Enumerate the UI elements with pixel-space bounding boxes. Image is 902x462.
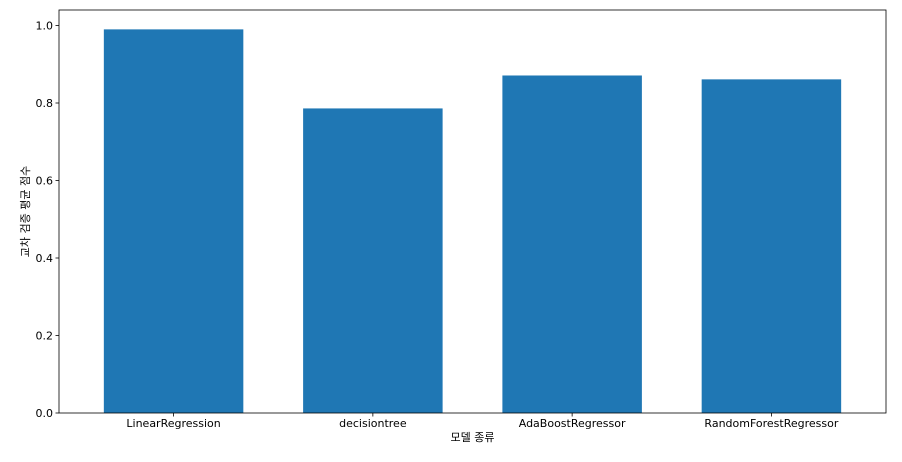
bar-LinearRegression bbox=[103, 29, 244, 413]
bar-decisiontree bbox=[303, 108, 443, 414]
y-tick-label: 0.2 bbox=[36, 330, 54, 343]
y-tick-label: 1.0 bbox=[36, 20, 54, 33]
y-tick-label: 0.4 bbox=[36, 252, 54, 265]
bar-RandomForestRegressor bbox=[701, 79, 842, 414]
y-tick-label: 0.8 bbox=[36, 97, 54, 110]
y-axis-label: 교차 검증 평균 점수 bbox=[19, 166, 32, 257]
ticks-layer: LinearRegression decisiontree AdaBoostRegr… bbox=[36, 20, 839, 431]
x-tick-label: LinearRegression bbox=[126, 417, 220, 430]
y-tick-label: 0.0 bbox=[36, 407, 54, 420]
x-axis-label: 모델 종류 bbox=[451, 431, 495, 444]
y-tick-label: 0.6 bbox=[36, 175, 54, 188]
plot-frame bbox=[58, 9, 887, 414]
bars-layer bbox=[103, 29, 842, 414]
x-tick-label: RandomForestRegressor bbox=[704, 417, 838, 430]
x-tick-label: decisiontree bbox=[339, 417, 407, 430]
x-tick-label: AdaBoostRegressor bbox=[519, 417, 626, 430]
bar-AdaBoostRegressor bbox=[502, 75, 642, 414]
